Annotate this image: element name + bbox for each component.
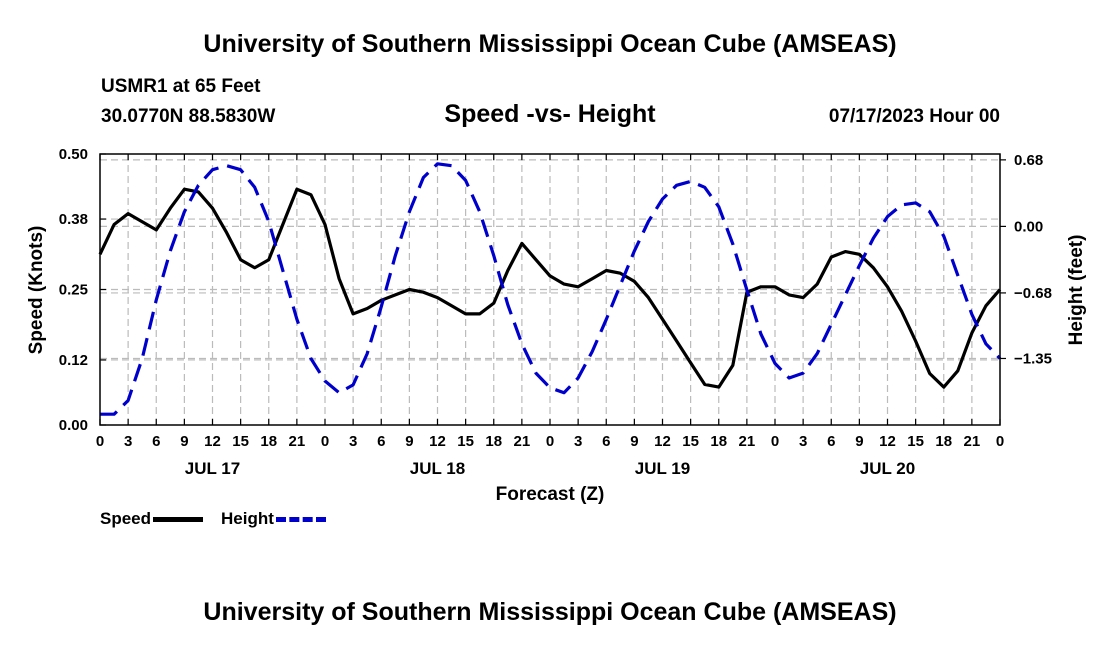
- x-tick-label: 18: [260, 433, 277, 450]
- left-tick-label: 0.12: [59, 352, 88, 369]
- station-coordinates: 30.0770N 88.5830W: [101, 106, 276, 127]
- x-tick-label: 0: [996, 433, 1004, 450]
- right-tick-label: −1.35: [1014, 350, 1052, 367]
- left-tick-label: 0.50: [59, 146, 88, 163]
- x-tick-label: 6: [602, 433, 610, 450]
- legend-speed-swatch: [153, 516, 204, 522]
- x-tick-label: 9: [855, 433, 863, 450]
- x-tick-label: 15: [232, 433, 249, 450]
- x-tick-label: 0: [96, 433, 104, 450]
- left-tick-label: 0.38: [59, 211, 88, 228]
- x-tick-label: 15: [907, 433, 924, 450]
- speed-line: [98, 187, 1002, 389]
- footer-title: University of Southern Mississippi Ocean…: [203, 598, 897, 626]
- series-lines: [98, 162, 1002, 416]
- x-tick-label: 21: [739, 433, 756, 450]
- x-tick-label: 21: [964, 433, 981, 450]
- x-tick-label: 12: [429, 433, 446, 450]
- right-tick-label: −0.68: [1014, 285, 1052, 302]
- x-tick-label: 18: [485, 433, 502, 450]
- x-tick-label: 3: [799, 433, 807, 450]
- x-tick-label: 21: [289, 433, 306, 450]
- x-tick-label: 12: [204, 433, 221, 450]
- legend-height-label: Height: [221, 509, 274, 528]
- x-tick-label: 12: [879, 433, 896, 450]
- grid-lines: [100, 154, 1000, 425]
- x-tick-label: 15: [682, 433, 699, 450]
- x-tick-label: 3: [124, 433, 132, 450]
- left-tick-label: 0.00: [59, 417, 88, 434]
- axes: 0 3 6 9 12 15 18 21 0 3 6 9 12 15 18 21 0 3 6 9 12 15 18 21 0 3 6 9…: [59, 146, 1052, 478]
- right-axis-label: Height (feet): [1066, 235, 1087, 346]
- day-label: JUL 20: [860, 459, 915, 478]
- x-tick-label: 6: [152, 433, 160, 450]
- left-axis-label: Speed (Knots): [26, 226, 47, 355]
- x-tick-label: 3: [349, 433, 357, 450]
- chart-subtitle: Speed -vs- Height: [444, 100, 656, 128]
- day-label: JUL 17: [185, 459, 240, 478]
- x-tick-label: 0: [546, 433, 554, 450]
- x-tick-label: 18: [710, 433, 727, 450]
- station-label: USMR1 at 65 Feet: [101, 76, 261, 97]
- x-tick-label: 9: [405, 433, 413, 450]
- x-tick-label: 21: [514, 433, 531, 450]
- right-tick-label: 0.00: [1014, 218, 1043, 235]
- x-axis-label: Forecast (Z): [496, 484, 605, 505]
- x-tick-label: 6: [827, 433, 835, 450]
- x-tick-label: 3: [574, 433, 582, 450]
- right-tick-label: 0.68: [1014, 152, 1043, 169]
- legend: Speed Height: [100, 509, 344, 529]
- x-tick-label: 9: [180, 433, 188, 450]
- forecast-datetime: 07/17/2023 Hour 00: [828, 106, 1000, 127]
- left-tick-label: 0.25: [59, 282, 88, 299]
- x-tick-label: 18: [935, 433, 952, 450]
- height-line: [100, 162, 1002, 416]
- x-tick-label: 0: [321, 433, 329, 450]
- day-label: JUL 19: [635, 459, 690, 478]
- x-tick-label: 9: [630, 433, 638, 450]
- x-tick-label: 6: [377, 433, 385, 450]
- main-title: University of Southern Mississippi Ocean…: [203, 30, 897, 58]
- legend-height-swatch: [275, 516, 326, 522]
- x-tick-label: 0: [771, 433, 779, 450]
- legend-speed-label: Speed: [100, 509, 152, 528]
- x-tick-label: 15: [457, 433, 474, 450]
- legend-item-height: Height: [221, 509, 326, 529]
- x-tick-label: 12: [654, 433, 671, 450]
- day-label: JUL 18: [410, 459, 465, 478]
- legend-item-speed: Speed: [100, 509, 204, 529]
